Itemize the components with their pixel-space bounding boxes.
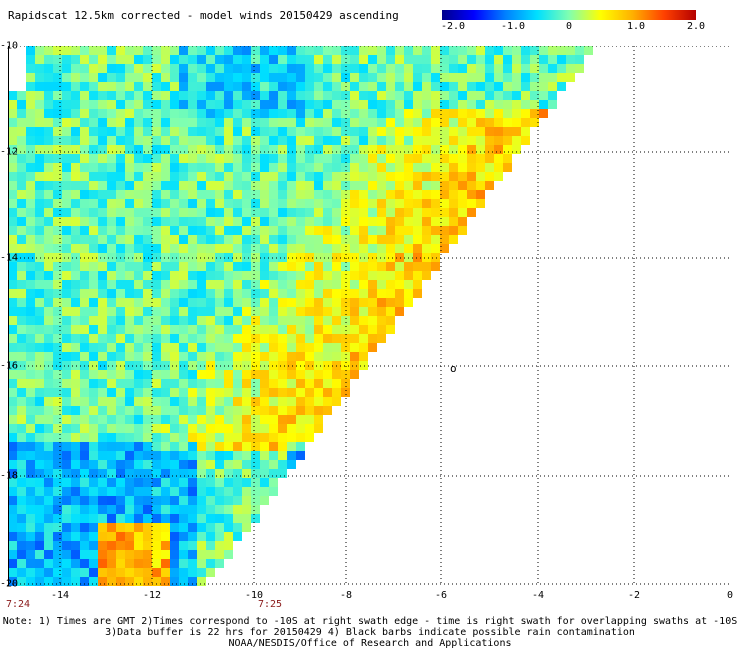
lon-tick-label: -14 <box>50 590 70 601</box>
colorbar-tick: 1.0 <box>626 21 646 32</box>
lat-tick-label: -12 <box>0 146 19 158</box>
lon-tick-label: 0 <box>726 590 734 601</box>
lat-tick-label: -18 <box>0 470 19 482</box>
lon-tick-label: -6 <box>434 590 448 601</box>
lon-tick-label: -4 <box>531 590 545 601</box>
swath-time-label: 7:24 <box>6 599 31 610</box>
lat-tick-label: -16 <box>0 360 19 372</box>
island-marker: o <box>450 362 457 375</box>
colorbar-tick: -2.0 <box>440 21 466 32</box>
lat-tick-label: -20 <box>0 578 19 590</box>
wind-difference-map: o <box>8 46 730 586</box>
colorbar-tick: 2.0 <box>686 21 706 32</box>
lat-tick-label: -10 <box>0 40 19 52</box>
graticule <box>8 46 730 586</box>
lon-tick-label: -8 <box>339 590 353 601</box>
map-title: Rapidscat 12.5km corrected - model winds… <box>8 9 399 22</box>
lon-tick-label: -10 <box>244 590 264 601</box>
note-line-3: NOAA/NESDIS/Office of Research and Appli… <box>228 638 512 649</box>
lon-tick-label: -12 <box>142 590 162 601</box>
colorbar-tick: 0 <box>565 21 573 32</box>
data-cells <box>8 46 593 586</box>
colorbar-gradient <box>442 10 696 20</box>
swath-time-label: 7:25 <box>258 599 283 610</box>
colorbar <box>442 10 696 20</box>
lon-tick-label: -2 <box>627 590 641 601</box>
colorbar-tick: -1.0 <box>500 21 526 32</box>
note-line-1: Note: 1) Times are GMT 2)Times correspon… <box>2 616 738 627</box>
note-line-2: 3)Data buffer is 22 hrs for 20150429 4) … <box>105 627 635 638</box>
lat-tick-label: -14 <box>0 252 19 264</box>
